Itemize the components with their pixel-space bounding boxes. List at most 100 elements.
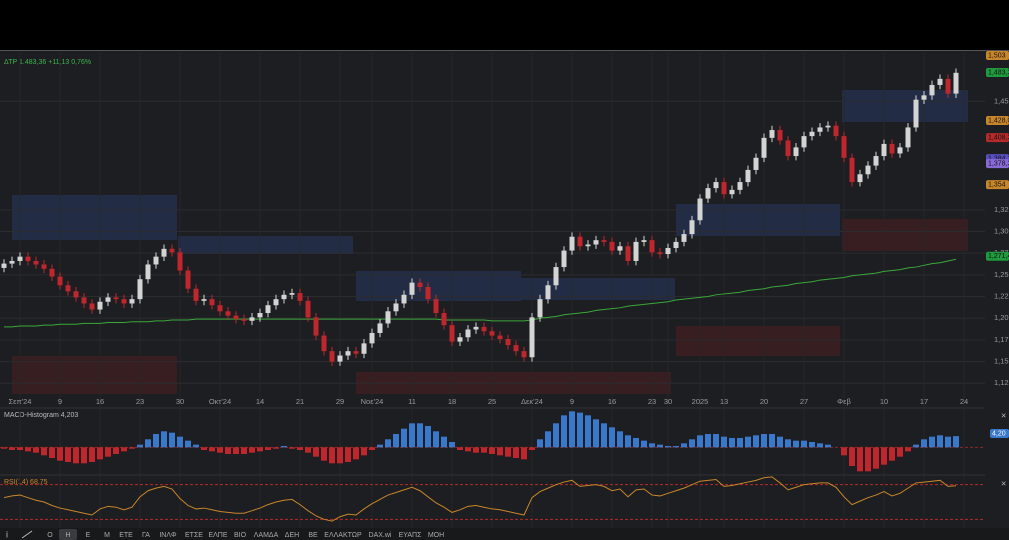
macd-bar bbox=[377, 444, 383, 448]
toolbar-item[interactable]: Ο bbox=[47, 532, 53, 539]
toolbar-item[interactable]: ΕΤΕ bbox=[119, 532, 133, 539]
toolbar-item[interactable]: Ε bbox=[86, 532, 91, 539]
x-tick-label: 30 bbox=[664, 397, 672, 406]
candle-body bbox=[225, 311, 231, 316]
candle-body bbox=[377, 323, 383, 333]
macd-bar bbox=[241, 447, 247, 454]
draw-icon[interactable] bbox=[21, 530, 33, 539]
toolbar-item[interactable]: Η bbox=[65, 532, 70, 539]
y-tick-label: 1,22 bbox=[994, 292, 1009, 301]
candle-body bbox=[769, 130, 775, 138]
candle-body bbox=[305, 300, 311, 318]
x-tick-label: Οκτ'24 bbox=[209, 397, 231, 406]
candle-body bbox=[385, 311, 391, 324]
macd-bar bbox=[9, 447, 15, 450]
macd-badge-bg bbox=[990, 429, 1009, 438]
x-tick-label: 11 bbox=[408, 397, 416, 406]
toolbar-item[interactable]: ΕΛΛΑΚΤΩΡ bbox=[324, 532, 362, 539]
macd-bar bbox=[633, 438, 639, 448]
price-badge bbox=[986, 116, 1009, 126]
candle-body bbox=[785, 140, 791, 157]
y-tick-label: 1,30 bbox=[994, 226, 1009, 235]
macd-bar bbox=[553, 423, 559, 448]
toolbar-item[interactable]: Μ bbox=[104, 532, 110, 539]
x-tick-label: Φεβ bbox=[837, 397, 851, 406]
macd-bar bbox=[209, 447, 215, 452]
toolbar-item[interactable]: ΕΥΑΠΣ bbox=[399, 532, 423, 539]
macd-bar bbox=[369, 447, 375, 450]
toolbar-item[interactable]: ΙΝΛΦ bbox=[159, 532, 177, 539]
macd-bar bbox=[745, 436, 751, 448]
close-icon[interactable]: × bbox=[1001, 410, 1006, 420]
macd-bar bbox=[329, 447, 335, 464]
candle-body bbox=[17, 256, 23, 261]
top-bar bbox=[0, 0, 1009, 50]
info-icon[interactable]: i bbox=[6, 529, 8, 539]
candle-body bbox=[737, 182, 743, 190]
price-badge-label: 1,378,3 bbox=[988, 160, 1009, 167]
macd-bar bbox=[81, 447, 87, 464]
price-badge bbox=[986, 180, 1009, 190]
x-tick-label: 23 bbox=[136, 397, 144, 406]
y-tick-label: 1,32 bbox=[994, 205, 1009, 214]
toolbar-item[interactable]: ΛΑΜΔΑ bbox=[254, 532, 279, 539]
candle-body bbox=[289, 293, 295, 295]
macd-bar bbox=[921, 439, 927, 448]
macd-bar bbox=[529, 447, 535, 450]
macd-bar bbox=[649, 443, 655, 448]
candle-body bbox=[49, 268, 55, 277]
candle-body bbox=[721, 182, 727, 195]
toolbar-item[interactable]: ΕΤΣΕ bbox=[185, 532, 203, 539]
toolbar-item[interactable]: ΕΛΠΕ bbox=[208, 532, 227, 539]
candle-body bbox=[433, 299, 439, 314]
candle-body bbox=[409, 282, 415, 295]
toolbar-item[interactable]: ΒΕ bbox=[308, 532, 318, 539]
x-tick-label: Νοε'24 bbox=[361, 397, 384, 406]
toolbar-item[interactable]: ΔΕΗ bbox=[285, 532, 299, 539]
macd-bar bbox=[689, 439, 695, 448]
candle-body bbox=[833, 125, 839, 137]
candle-body bbox=[57, 276, 63, 286]
candle-body bbox=[513, 345, 519, 352]
x-tick-label: 16 bbox=[96, 397, 104, 406]
candle-body bbox=[481, 326, 487, 332]
macd-bar bbox=[585, 415, 591, 448]
y-tick-label: 1,17 bbox=[994, 335, 1009, 344]
macd-bar bbox=[513, 447, 519, 458]
macd-bar bbox=[177, 436, 183, 448]
macd-bar bbox=[409, 423, 415, 448]
candle-body bbox=[617, 246, 623, 251]
toolbar-item[interactable]: ΓΑ bbox=[142, 532, 150, 539]
candle-body bbox=[681, 234, 687, 242]
y-tick-label: 1,20 bbox=[994, 313, 1009, 322]
close-icon[interactable]: × bbox=[1001, 478, 1006, 488]
candle-body bbox=[633, 241, 639, 261]
price-badge bbox=[986, 68, 1009, 78]
candle-body bbox=[665, 247, 671, 255]
candle-body bbox=[113, 297, 119, 300]
candle-body bbox=[713, 182, 719, 189]
candle-body bbox=[953, 72, 959, 94]
candle-body bbox=[505, 339, 511, 346]
y-tick-label: 1,15 bbox=[994, 357, 1009, 366]
candle-body bbox=[401, 294, 407, 304]
x-tick-label: 23 bbox=[648, 397, 656, 406]
candle-body bbox=[129, 299, 135, 304]
candle-body bbox=[545, 285, 551, 300]
macd-bar bbox=[753, 435, 759, 448]
price-badge bbox=[986, 133, 1009, 143]
macd-bar bbox=[393, 434, 399, 448]
toolbar-item[interactable]: ΒΙΟ bbox=[234, 532, 247, 539]
macd-bar bbox=[121, 447, 127, 452]
macd-bar bbox=[217, 447, 223, 453]
macd-bar bbox=[337, 447, 343, 464]
toolbar-item[interactable]: ΜΟΗ bbox=[428, 532, 444, 539]
candle-body bbox=[441, 313, 447, 326]
x-tick-label: 9 bbox=[58, 397, 62, 406]
candle-body bbox=[209, 299, 215, 306]
price-badge-label: 1,483,3 bbox=[988, 69, 1009, 76]
toolbar-item[interactable]: DAX.wi bbox=[369, 532, 392, 539]
candle-body bbox=[521, 351, 527, 358]
zone bbox=[520, 278, 675, 300]
macd-badge: 4,20 bbox=[992, 430, 1006, 437]
